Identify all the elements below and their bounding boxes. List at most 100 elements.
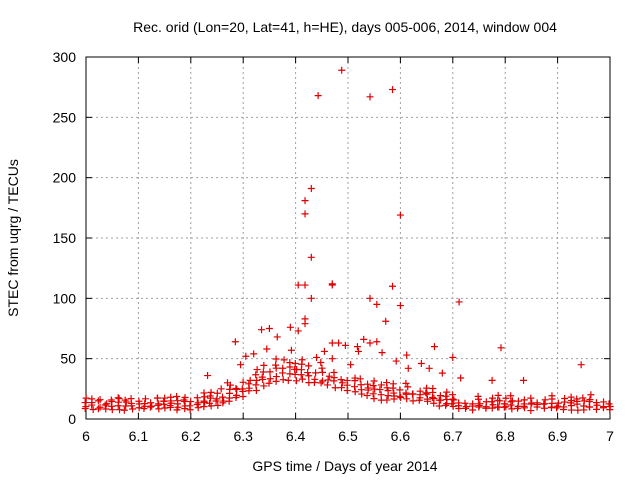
data-point [462, 403, 470, 411]
data-point [187, 398, 195, 406]
data-point [161, 394, 169, 402]
data-point [129, 405, 137, 413]
data-point [252, 381, 260, 389]
data-point [260, 382, 268, 390]
data-point [141, 395, 149, 403]
data-point [455, 399, 463, 407]
data-point [103, 400, 111, 408]
data-point [312, 369, 320, 377]
data-point [574, 406, 582, 414]
data-point [390, 389, 398, 397]
data-point [246, 376, 254, 384]
data-point [214, 401, 222, 409]
data-point [527, 400, 535, 408]
data-point [430, 343, 438, 351]
data-point [127, 395, 135, 403]
data-point [404, 364, 412, 372]
data-point [605, 400, 613, 408]
data-point [449, 391, 457, 399]
data-point [331, 384, 339, 392]
data-point [370, 395, 378, 403]
chart-title: Rec. orid (Lon=20, Lat=41, h=HE), days 0… [133, 19, 557, 35]
data-point [520, 396, 528, 404]
data-point [338, 66, 346, 74]
data-point [404, 383, 412, 391]
data-point [294, 327, 302, 335]
x-tick-label: 6.1 [129, 428, 149, 444]
data-point [318, 364, 326, 372]
data-point [323, 381, 331, 389]
data-point [181, 394, 189, 402]
data-point [402, 379, 410, 387]
y-tick-label: 0 [68, 411, 76, 427]
data-point [232, 391, 240, 399]
data-point [279, 376, 287, 384]
y-tick-labels: 0 50 100 150 200 250 300 [53, 49, 77, 427]
data-point [266, 375, 274, 383]
x-tick-label: 6.8 [495, 428, 515, 444]
data-point [554, 399, 562, 407]
data-point [266, 368, 274, 376]
data-point [430, 394, 438, 402]
data-point [253, 366, 261, 374]
data-point [292, 377, 300, 385]
data-point [320, 347, 328, 355]
data-point [272, 361, 280, 369]
data-point [476, 400, 484, 408]
data-point [101, 401, 109, 409]
data-point [96, 396, 104, 404]
x-tick-label: 6.9 [548, 428, 568, 444]
data-point [378, 349, 386, 357]
data-point [193, 394, 201, 402]
data-point [436, 392, 444, 400]
data-point [311, 375, 319, 383]
data-point [335, 339, 343, 347]
data-point [423, 384, 431, 392]
x-tick-label: 6.3 [233, 428, 253, 444]
data-point [560, 403, 568, 411]
data-point [587, 391, 595, 399]
data-point [553, 404, 561, 412]
data-point [265, 379, 273, 387]
x-tick-label: 6.4 [286, 428, 306, 444]
data-point [469, 400, 477, 408]
x-tick-label: 6.7 [443, 428, 463, 444]
data-point [96, 403, 104, 411]
data-point [272, 373, 280, 381]
data-point [89, 406, 97, 414]
y-tick-label: 300 [53, 49, 77, 65]
data-point [153, 394, 161, 402]
data-point [253, 376, 261, 384]
data-point [527, 394, 535, 402]
data-point [600, 398, 608, 406]
data-point [259, 368, 267, 376]
data-point [488, 404, 496, 412]
data-point [217, 385, 225, 393]
data-point [429, 384, 437, 392]
data-point [141, 400, 149, 408]
data-point [328, 281, 336, 289]
data-point [307, 253, 315, 261]
data-point [328, 355, 336, 363]
data-point [455, 298, 463, 306]
data-point [541, 396, 549, 404]
data-point [347, 361, 355, 369]
x-tick-label: 6.6 [391, 428, 411, 444]
y-tick-label: 100 [53, 290, 77, 306]
data-point [489, 401, 497, 409]
data-point [286, 359, 294, 367]
data-point [383, 379, 391, 387]
data-point [366, 294, 374, 302]
data-point [301, 281, 309, 289]
data-point [343, 377, 351, 385]
data-point [363, 392, 371, 400]
data-point [319, 377, 327, 385]
data-point [154, 401, 162, 409]
data-point [507, 398, 515, 406]
data-point [174, 397, 182, 405]
data-point [586, 396, 594, 404]
data-point [500, 400, 508, 408]
data-point [307, 294, 315, 302]
data-point [376, 386, 384, 394]
data-point [273, 333, 281, 341]
